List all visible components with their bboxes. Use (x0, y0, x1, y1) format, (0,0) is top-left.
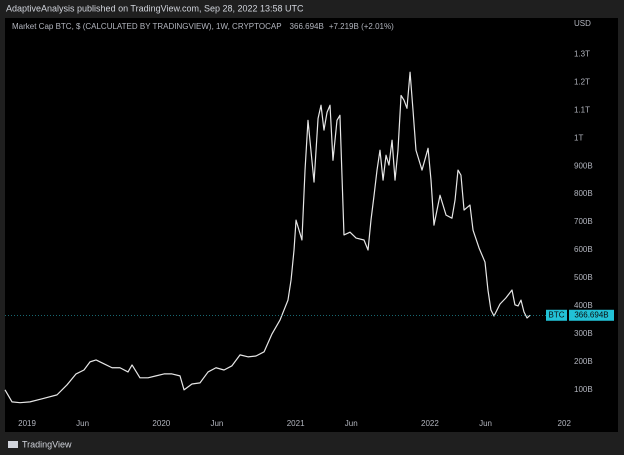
y-tick-label: 100B (574, 385, 593, 394)
legend-change: +7.219B (+2.01%) (329, 22, 394, 31)
x-tick-label: Jun (210, 419, 223, 428)
y-tick-label: 1T (574, 133, 583, 142)
chart-panel (5, 18, 618, 432)
y-tick-label: 200B (574, 357, 593, 366)
brand: TradingView (22, 439, 72, 449)
x-tick-label: Jun (76, 419, 89, 428)
y-tick-label: 400B (574, 301, 593, 310)
y-tick-label: 800B (574, 189, 593, 198)
footer-logo: TradingView (8, 439, 72, 449)
x-tick-label: 202 (558, 419, 572, 428)
x-tick-label: 2020 (152, 419, 170, 428)
y-tick-label: 1.1T (574, 105, 590, 114)
legend-last-value: 366.694B (290, 22, 324, 31)
series-tag: BTC (549, 310, 565, 319)
y-tick-label: 900B (574, 161, 593, 170)
y-tick-label: 700B (574, 217, 593, 226)
y-tick-label: 500B (574, 273, 593, 282)
y-unit: USD (574, 19, 591, 28)
symbol-info: Market Cap BTC, $ (CALCULATED BY TRADING… (12, 22, 282, 31)
y-tick-label: 600B (574, 245, 593, 254)
x-tick-label: 2019 (18, 419, 36, 428)
y-tick-label: 1.2T (574, 77, 590, 86)
x-tick-label: 2021 (287, 419, 305, 428)
x-tick-label: 2022 (421, 419, 439, 428)
x-tick-label: Jun (479, 419, 492, 428)
price-line (4, 71, 531, 404)
y-tick-label: 1.3T (574, 49, 590, 58)
y-tick-label: 300B (574, 329, 593, 338)
publisher-line: AdaptiveAnalysis published on TradingVie… (6, 3, 304, 13)
last-value-box (569, 309, 614, 321)
x-tick-label: Jun (345, 419, 358, 428)
series-tag-box (546, 309, 567, 321)
last-value-label: 366.694B (574, 310, 608, 319)
